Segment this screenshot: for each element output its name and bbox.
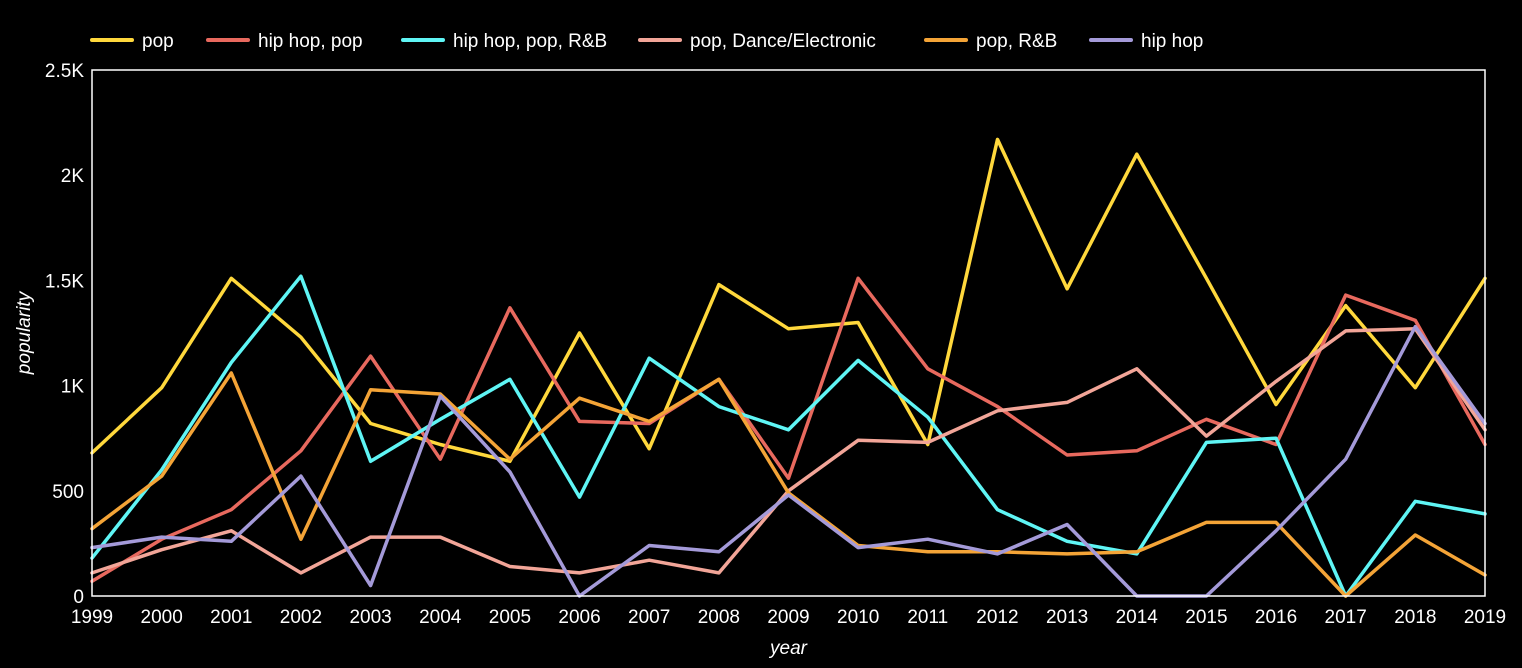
legend-item-1: hip hop, pop	[206, 31, 363, 52]
y-axis-ticks: 0 500 1K 1.5K 2K 2.5K	[45, 61, 84, 608]
x-tick-label: 2014	[1116, 607, 1159, 628]
x-axis-ticks: 1999 2000 2001 2002 2003 2004 2005 2006 2007 2008…	[71, 607, 1506, 628]
legend-label: pop, Dance/Electronic	[690, 31, 876, 52]
x-tick-label: 2013	[1046, 607, 1088, 628]
x-tick-label: 2004	[419, 607, 462, 628]
legend-item-5: hip hop	[1089, 31, 1203, 52]
y-tick-label: 500	[52, 482, 84, 503]
x-tick-label: 2016	[1255, 607, 1297, 628]
x-tick-label: 2011	[907, 607, 948, 628]
x-tick-label: 2006	[558, 607, 600, 628]
x-tick-label: 2002	[280, 607, 322, 628]
series-line-5	[90, 324, 1487, 598]
legend: pop hip hop, pop hip hop, pop, R&B pop, Dan…	[90, 31, 1203, 52]
series-line-1	[90, 276, 1487, 584]
legend-label: pop, R&B	[976, 31, 1057, 52]
x-tick-label: 2005	[489, 607, 531, 628]
x-tick-label: 2003	[349, 607, 391, 628]
legend-label: hip hop, pop, R&B	[453, 31, 607, 52]
legend-label: hip hop	[1141, 31, 1203, 52]
legend-item-3: pop, Dance/Electronic	[638, 31, 876, 52]
x-tick-label: 2000	[141, 607, 183, 628]
series-line-4	[90, 371, 1487, 598]
x-tick-label: 2019	[1464, 607, 1506, 628]
x-tick-label: 2017	[1325, 607, 1367, 628]
x-tick-label: 2010	[837, 607, 879, 628]
series-line-0	[90, 137, 1487, 464]
y-tick-label: 2.5K	[45, 61, 84, 82]
x-tick-label: 1999	[71, 607, 113, 628]
y-tick-label: 1K	[61, 377, 85, 398]
x-tick-label: 2018	[1394, 607, 1436, 628]
legend-label: hip hop, pop	[258, 31, 363, 52]
y-tick-label: 0	[73, 587, 84, 608]
x-tick-label: 2015	[1185, 607, 1227, 628]
plot-area-border	[91, 69, 1486, 597]
x-tick-label: 2009	[767, 607, 809, 628]
series-lines	[90, 137, 1487, 598]
x-axis-title: year	[768, 638, 808, 659]
legend-item-0: pop	[90, 31, 174, 52]
x-tick-label: 2012	[976, 607, 1018, 628]
y-tick-label: 1.5K	[45, 271, 84, 292]
legend-item-2: hip hop, pop, R&B	[401, 31, 607, 52]
y-tick-label: 2K	[61, 166, 85, 187]
x-tick-label: 2001	[210, 607, 252, 628]
legend-label: pop	[142, 31, 174, 52]
legend-item-4: pop, R&B	[924, 31, 1057, 52]
x-tick-label: 2007	[628, 607, 670, 628]
series-line-2	[90, 274, 1487, 598]
y-axis-title: popularity	[14, 290, 35, 375]
x-tick-label: 2008	[698, 607, 740, 628]
